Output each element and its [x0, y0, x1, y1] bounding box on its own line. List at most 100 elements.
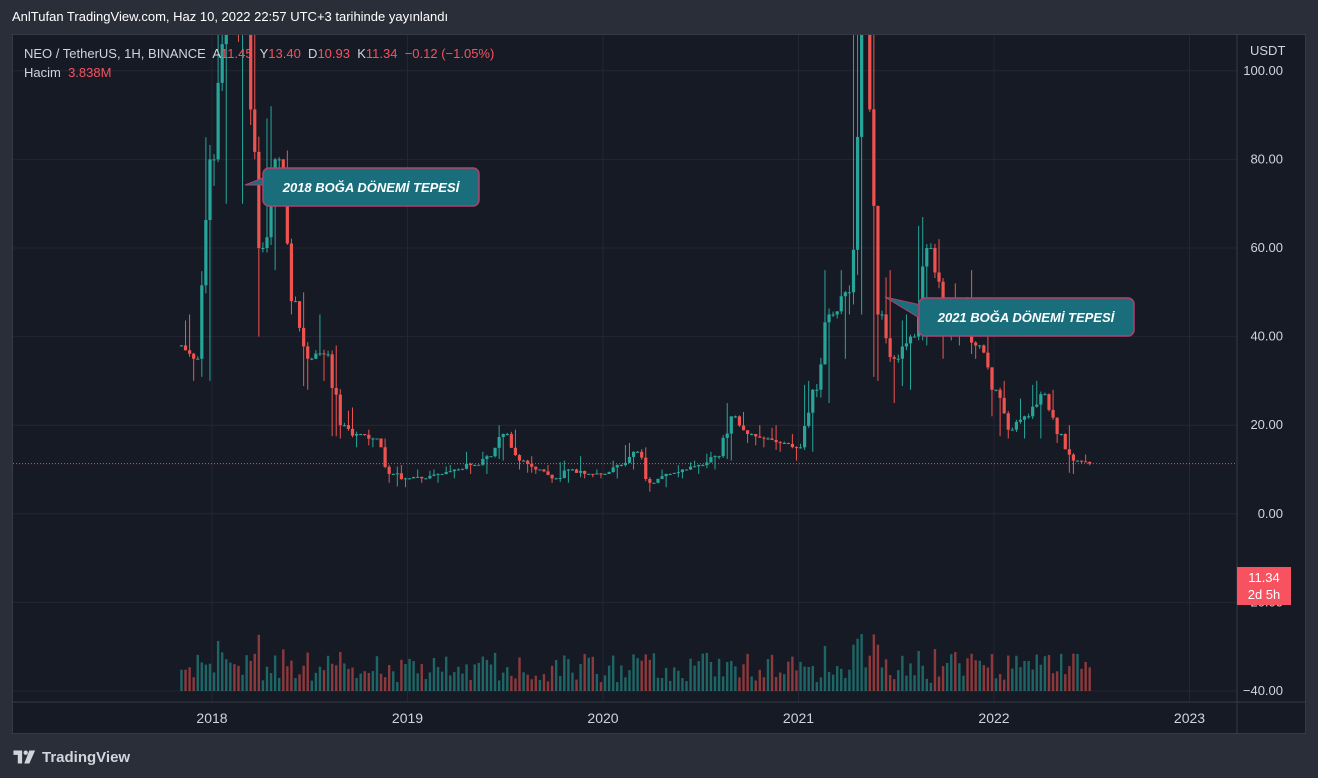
candle-body[interactable]: [990, 367, 994, 390]
candle-body[interactable]: [937, 272, 941, 282]
candle-body[interactable]: [758, 436, 762, 438]
chart-panel[interactable]: 2018 BOĞA DÖNEMİ TEPESİ 2021 BOĞA DÖNEMİ…: [12, 34, 1306, 734]
candle-body[interactable]: [717, 456, 721, 458]
candle-body[interactable]: [595, 473, 599, 475]
candle-body[interactable]: [1047, 394, 1051, 410]
candle-body[interactable]: [578, 470, 583, 473]
candle-body[interactable]: [640, 451, 644, 458]
candle-body[interactable]: [619, 465, 623, 467]
candle-body[interactable]: [888, 338, 892, 358]
candle-body[interactable]: [823, 322, 827, 365]
candle-body[interactable]: [1075, 460, 1080, 462]
candle-body[interactable]: [986, 352, 990, 368]
candle-body[interactable]: [562, 470, 566, 478]
candle-body[interactable]: [187, 350, 192, 354]
candle-body[interactable]: [330, 354, 334, 388]
volume-label[interactable]: Hacim: [24, 65, 61, 80]
candle-body[interactable]: [179, 345, 184, 347]
candle-body[interactable]: [485, 456, 489, 459]
symbol-name[interactable]: NEO / TetherUS, 1H, BINANCE: [24, 46, 206, 61]
candle-body[interactable]: [611, 467, 615, 473]
candle-body[interactable]: [904, 343, 909, 347]
candle-body[interactable]: [815, 389, 819, 391]
candle-body[interactable]: [725, 433, 729, 438]
candle-body[interactable]: [436, 473, 440, 475]
candle-body[interactable]: [636, 451, 640, 453]
candle-body[interactable]: [839, 296, 843, 312]
candle-body[interactable]: [464, 463, 469, 469]
candle-body[interactable]: [224, 35, 228, 45]
candle-body[interactable]: [387, 466, 391, 474]
candle-body[interactable]: [444, 472, 448, 474]
candle-body[interactable]: [542, 469, 546, 472]
candle-body[interactable]: [803, 426, 807, 448]
candle-body[interactable]: [269, 191, 273, 238]
candle-body[interactable]: [737, 416, 742, 426]
candle-body[interactable]: [1027, 416, 1031, 418]
candle-body[interactable]: [770, 438, 774, 440]
candle-body[interactable]: [399, 473, 403, 480]
candle-body[interactable]: [220, 44, 224, 83]
candle-body[interactable]: [456, 469, 461, 471]
candle-body[interactable]: [790, 443, 794, 448]
candle-body[interactable]: [782, 442, 786, 444]
candle-body[interactable]: [688, 466, 693, 470]
candle-body[interactable]: [974, 342, 978, 346]
candle-body[interactable]: [603, 473, 607, 475]
candle-body[interactable]: [200, 285, 204, 359]
candle-body[interactable]: [1088, 461, 1092, 464]
candle-body[interactable]: [900, 346, 904, 359]
candle-body[interactable]: [896, 358, 900, 360]
candle-body[interactable]: [876, 205, 880, 315]
candle-body[interactable]: [892, 357, 896, 359]
candle-body[interactable]: [982, 345, 986, 353]
candle-body[interactable]: [766, 438, 770, 440]
candle-body[interactable]: [1010, 429, 1014, 431]
candle-body[interactable]: [424, 478, 428, 480]
candle-body[interactable]: [302, 327, 306, 347]
candle-body[interactable]: [183, 345, 188, 351]
candle-body[interactable]: [684, 469, 689, 471]
candle-body[interactable]: [326, 354, 330, 356]
candle-body[interactable]: [827, 314, 831, 323]
candle-body[interactable]: [921, 266, 925, 318]
candle-body[interactable]: [526, 460, 530, 464]
candle-body[interactable]: [338, 394, 342, 426]
candle-body[interactable]: [261, 248, 265, 249]
candle-body[interactable]: [1063, 434, 1067, 450]
candle-body[interactable]: [318, 353, 322, 355]
candle-body[interactable]: [477, 464, 481, 466]
candle-body[interactable]: [733, 416, 737, 418]
candle-body[interactable]: [395, 473, 399, 475]
candle-body[interactable]: [391, 473, 395, 475]
candle-body[interactable]: [668, 473, 672, 475]
candle-body[interactable]: [851, 249, 856, 293]
candle-body[interactable]: [1018, 419, 1023, 422]
callout-2021[interactable]: 2021 BOĞA DÖNEMİ TEPESİ: [884, 296, 1135, 337]
candle-body[interactable]: [257, 151, 261, 248]
candle-body[interactable]: [729, 416, 733, 434]
candle-body[interactable]: [521, 460, 526, 462]
candle-body[interactable]: [403, 478, 408, 480]
candle-body[interactable]: [359, 434, 363, 436]
candle-body[interactable]: [607, 472, 611, 474]
candle-body[interactable]: [253, 109, 257, 152]
candle-body[interactable]: [855, 136, 860, 250]
candle-body[interactable]: [538, 469, 542, 471]
candle-body[interactable]: [293, 301, 298, 303]
candle-body[interactable]: [420, 476, 424, 479]
candle-body[interactable]: [587, 473, 591, 475]
candle-body[interactable]: [310, 358, 314, 360]
candle-body[interactable]: [680, 469, 685, 473]
price-axis-ticks[interactable]: 240.00220.00180.00160.00120.00100.0080.0…: [1243, 35, 1283, 698]
candle-body[interactable]: [481, 458, 485, 465]
candle-body[interactable]: [884, 314, 888, 339]
candle-body[interactable]: [505, 434, 509, 436]
candle-body[interactable]: [1014, 421, 1019, 430]
candle-body[interactable]: [994, 389, 998, 391]
candle-body[interactable]: [212, 159, 216, 161]
candle-body[interactable]: [1051, 409, 1055, 418]
candle-body[interactable]: [412, 477, 416, 479]
candle-body[interactable]: [367, 434, 371, 439]
candle-body[interactable]: [249, 35, 253, 110]
